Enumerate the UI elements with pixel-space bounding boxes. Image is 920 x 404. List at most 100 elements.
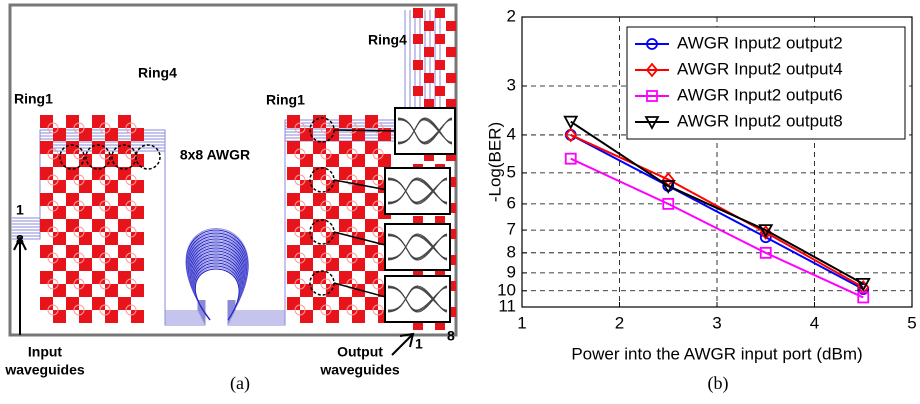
ring-pad <box>40 193 53 206</box>
ring-pad <box>300 206 313 219</box>
ring-pad <box>40 141 53 154</box>
ring <box>99 200 111 212</box>
label: 8 <box>16 232 24 248</box>
marker <box>660 180 676 194</box>
ring-pad <box>339 297 352 310</box>
output-pad <box>413 86 423 96</box>
x-tick-label: 2 <box>615 313 624 332</box>
y-tick-label: 9 <box>507 262 516 281</box>
legend-marker <box>646 38 658 50</box>
label: 1 <box>16 202 24 218</box>
marker <box>564 152 577 165</box>
ring-pad <box>131 206 144 219</box>
ring <box>372 200 384 212</box>
ring <box>346 278 358 290</box>
marker <box>759 246 772 259</box>
ring-pad <box>339 219 352 232</box>
output-pad <box>435 86 445 96</box>
ring-pad <box>92 115 105 128</box>
output-pad <box>446 73 456 83</box>
highlight <box>85 144 111 170</box>
ring-pad <box>378 154 391 167</box>
chip-layout <box>12 8 456 356</box>
pointer <box>333 129 404 132</box>
ring-pad <box>131 180 144 193</box>
waveguide <box>12 150 199 312</box>
ring <box>47 304 59 316</box>
ring-pad <box>53 206 66 219</box>
y-axis-label: -Log(BER) <box>485 122 504 202</box>
ring-pad <box>40 297 53 310</box>
ring-pad <box>313 115 326 128</box>
ring-pad <box>66 245 79 258</box>
ring <box>125 122 137 134</box>
ring-pad <box>40 245 53 258</box>
ring-pad <box>326 284 339 297</box>
output-pad <box>424 21 434 31</box>
ring-pad <box>300 258 313 271</box>
ring-pad <box>53 180 66 193</box>
label: 8 <box>447 328 455 344</box>
legend-marker <box>644 116 660 130</box>
ring <box>320 122 332 134</box>
ring <box>47 252 59 264</box>
ring <box>294 148 306 160</box>
eye-trace <box>387 179 448 203</box>
label: Output <box>337 344 383 360</box>
ring-pad <box>313 167 326 180</box>
x-axis-label: Power into the AWGR input port (dBm) <box>571 344 862 363</box>
ring-pad <box>92 219 105 232</box>
ring-pad <box>105 206 118 219</box>
highlight <box>135 144 161 170</box>
ring <box>320 200 332 212</box>
output-pad <box>413 8 423 18</box>
y-tick-label: 11 <box>498 296 516 315</box>
ring <box>47 148 59 160</box>
output-pad <box>413 34 423 44</box>
label: waveguides <box>4 362 85 378</box>
ring-pad <box>118 297 131 310</box>
ring-pad <box>287 219 300 232</box>
ring-pad <box>131 258 144 271</box>
legend-label: AWGR Input2 output2 <box>677 33 843 52</box>
ring-pad <box>313 271 326 284</box>
ring <box>99 174 111 186</box>
ring-pad <box>66 193 79 206</box>
ring-pad <box>339 167 352 180</box>
ring-pad <box>92 271 105 284</box>
y-tick-label: 10 <box>497 280 516 299</box>
legend-label: AWGR Input2 output8 <box>677 111 843 130</box>
ring-pad <box>105 180 118 193</box>
ring <box>372 148 384 160</box>
output-pad <box>413 268 423 278</box>
ring <box>346 252 358 264</box>
ring-pad <box>352 258 365 271</box>
output-pad <box>413 320 423 330</box>
label: Ring1 <box>266 92 305 108</box>
y-tick-label: 7 <box>507 220 516 239</box>
ring <box>125 252 137 264</box>
eye-trace <box>387 235 448 259</box>
ring <box>73 252 85 264</box>
eye-diagram <box>394 107 456 155</box>
ring-pad <box>118 271 131 284</box>
ring <box>294 278 306 290</box>
ring-pad <box>131 128 144 141</box>
marker <box>855 277 871 292</box>
output-pad <box>424 151 434 161</box>
ring-pad <box>66 141 79 154</box>
eye-trace <box>387 287 448 311</box>
ring <box>372 304 384 316</box>
y-tick-label: 8 <box>507 242 516 261</box>
ring-pad <box>53 284 66 297</box>
ring <box>125 174 137 186</box>
x-tick-label: 5 <box>907 313 916 332</box>
ring <box>346 304 358 316</box>
ring-pad <box>118 115 131 128</box>
ring-pad <box>131 310 144 323</box>
ring-pad <box>66 271 79 284</box>
arrow <box>13 235 27 335</box>
legend-marker <box>646 90 658 102</box>
ring <box>294 122 306 134</box>
output-pad <box>446 99 456 109</box>
